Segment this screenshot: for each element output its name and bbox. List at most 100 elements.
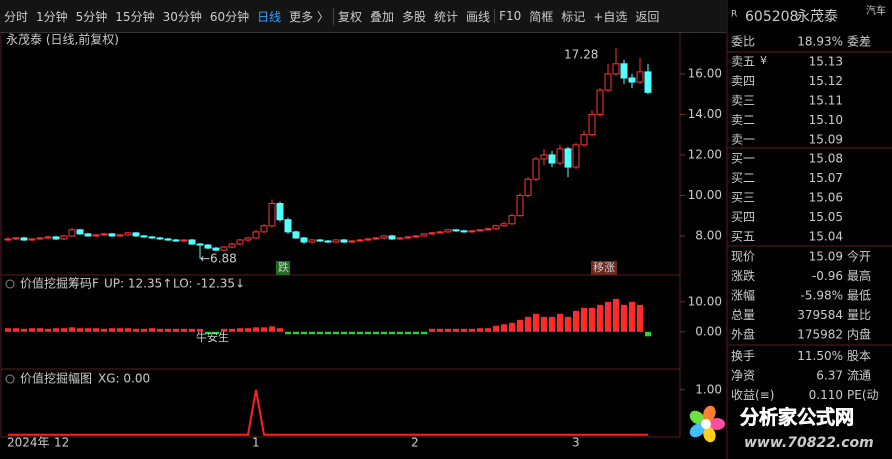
toolbar-item[interactable]: F10	[494, 9, 525, 23]
toolbar-item[interactable]: 5分钟	[75, 9, 108, 24]
candle-body	[628, 77, 636, 83]
candle-body	[12, 237, 20, 240]
bar	[405, 331, 411, 335]
bar	[437, 328, 443, 332]
candle-body	[564, 148, 572, 168]
candle-body	[36, 237, 44, 240]
candle-body	[340, 239, 348, 243]
bar	[133, 328, 139, 332]
bar	[565, 316, 571, 332]
bar	[157, 328, 163, 332]
y-tick-label: 10.00	[688, 294, 722, 308]
row-label: 卖二	[731, 113, 755, 127]
candle-body	[484, 228, 492, 231]
toolbar-item[interactable]: 60分钟	[209, 9, 250, 24]
candle-body	[204, 244, 212, 249]
row-label2: 流通	[847, 369, 871, 383]
bar	[197, 328, 203, 332]
row-value: 15.09	[809, 133, 843, 147]
candle-body	[540, 154, 548, 160]
candle-body	[492, 225, 500, 230]
row-value: 175982	[797, 328, 843, 342]
bar	[237, 328, 243, 332]
bar	[397, 331, 403, 335]
bar	[85, 328, 91, 332]
toolbar-item[interactable]: 简框	[529, 9, 554, 24]
toolbar-item[interactable]: 分时	[4, 9, 29, 24]
high-label: 17.28	[564, 48, 598, 62]
toolbar-item[interactable]: 标记	[561, 9, 586, 24]
bar	[245, 328, 251, 332]
bar	[429, 328, 435, 332]
candle-body	[428, 232, 436, 235]
bar	[485, 328, 491, 332]
quote-code: 605208	[745, 9, 798, 25]
bar	[573, 310, 579, 332]
bar	[365, 331, 371, 335]
row-value: 15.04	[809, 230, 843, 244]
row-value: 11.50%	[797, 349, 843, 363]
candle-body	[316, 239, 324, 242]
bar	[205, 331, 211, 335]
bar	[589, 307, 595, 332]
logo-petal	[703, 405, 716, 422]
candle-body	[500, 223, 508, 227]
candle-body	[76, 229, 84, 235]
toolbar-item[interactable]: 更多 〉	[289, 9, 329, 24]
candle-body	[268, 203, 276, 227]
toolbar-item[interactable]: 画线	[466, 9, 491, 24]
bar	[277, 328, 283, 332]
candle-body	[188, 239, 196, 245]
candle-body	[196, 243, 204, 246]
low-label: ←6.88	[200, 252, 237, 266]
bar	[541, 316, 547, 332]
bar	[37, 328, 43, 332]
toolbar-item[interactable]: 日线	[257, 9, 282, 24]
logo-petal	[709, 418, 725, 430]
toolbar-item[interactable]: 复权	[332, 7, 366, 25]
row-value: 15.08	[809, 152, 843, 166]
bar	[509, 322, 515, 332]
toolbar-item[interactable]: +自选	[593, 9, 628, 24]
toolbar-item[interactable]: 多股	[402, 9, 427, 24]
y-tick-label: 14.00	[688, 107, 722, 121]
row-label: 外盘	[731, 327, 755, 342]
badge: 跌	[278, 260, 289, 274]
candle-body	[148, 236, 156, 239]
bar	[13, 328, 19, 332]
row-label: 涨幅	[731, 288, 755, 303]
x-axis-label: 1	[252, 436, 260, 450]
row-label2: PE(动	[847, 388, 879, 402]
candle-body	[572, 144, 580, 168]
bar	[645, 331, 651, 337]
candle-body	[60, 235, 68, 240]
bar	[261, 327, 267, 332]
toolbar-item[interactable]: 30分钟	[162, 9, 202, 24]
bar	[517, 319, 523, 332]
y-tick-label: 1.00	[695, 382, 722, 396]
xg-line	[8, 389, 648, 436]
candle-body	[620, 63, 628, 79]
candle-body	[604, 73, 612, 91]
row-label: 卖五	[731, 55, 755, 69]
toolbar-item[interactable]: 叠加	[370, 9, 395, 24]
toolbar-item[interactable]: 返回	[635, 9, 660, 24]
toolbar-item[interactable]: 15分钟	[115, 9, 155, 24]
bar	[181, 328, 187, 332]
bar	[349, 331, 355, 335]
row-value: 15.10	[809, 113, 843, 127]
row-label: 买四	[731, 210, 755, 224]
toolbar-item[interactable]: 统计	[434, 9, 459, 24]
candle-body	[356, 239, 364, 242]
candle-body	[44, 236, 52, 239]
row-label: 收益(≡)	[731, 388, 774, 402]
candle-body	[524, 178, 532, 196]
quote-flag: R	[731, 10, 737, 20]
watermark-title: 分析家公式网	[740, 406, 854, 429]
logo-petal	[689, 410, 705, 425]
candle-body	[308, 239, 316, 243]
bar	[53, 328, 59, 332]
bar	[77, 328, 83, 332]
toolbar-item[interactable]: 1分钟	[36, 9, 68, 24]
candle-body	[420, 233, 428, 237]
